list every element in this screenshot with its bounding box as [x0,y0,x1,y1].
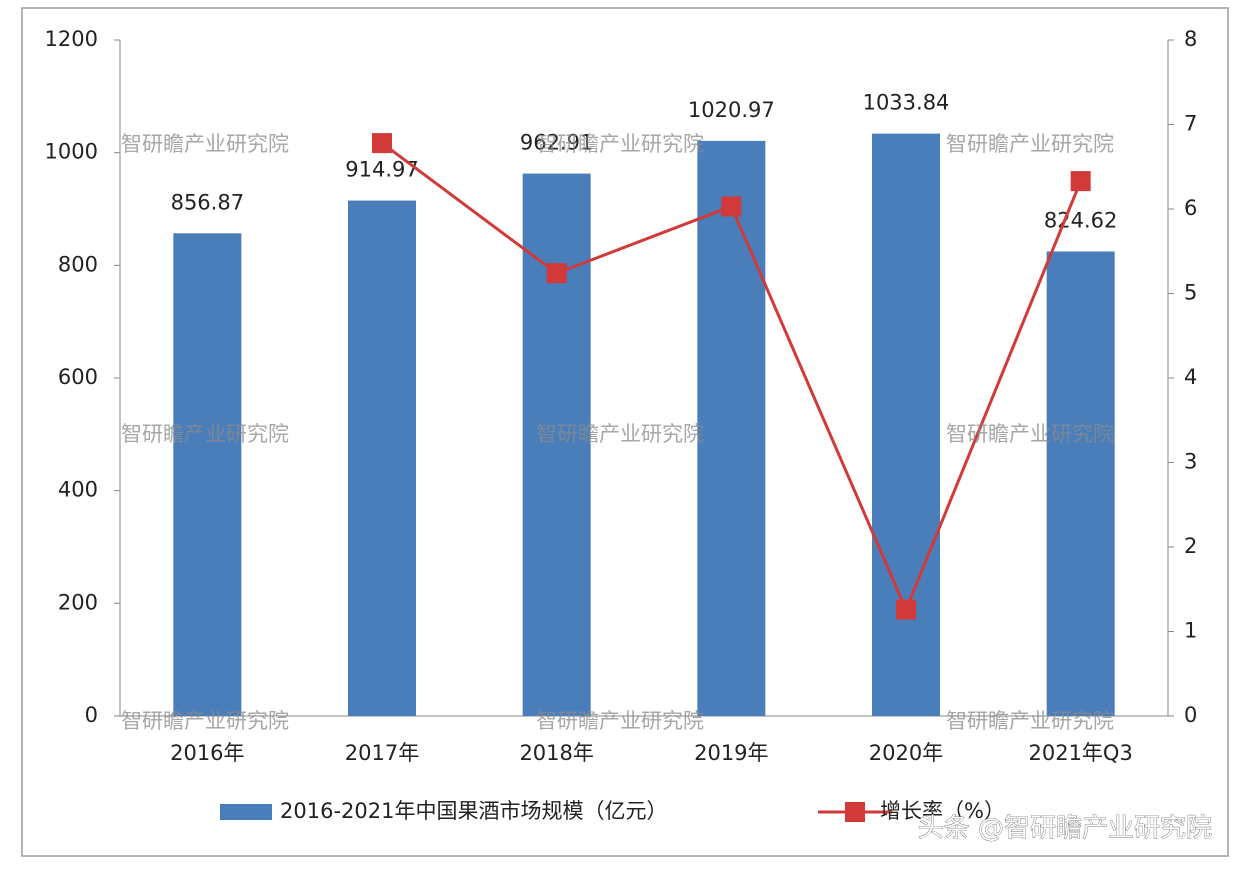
value-label: 962.91 [520,131,593,155]
legend-swatch [845,802,865,822]
watermark: 智研瞻产业研究院 [121,709,289,733]
value-label: 856.87 [171,190,244,214]
line-marker [546,263,567,284]
y-tick-label: 1000 [45,140,98,164]
bar [1046,251,1115,717]
value-label: 824.62 [1044,208,1117,232]
watermark: 智研瞻产业研究院 [536,709,704,733]
legend-label: 2016-2021年中国果酒市场规模（亿元） [280,799,667,823]
line-marker [896,599,916,620]
x-tick-label: 2018年 [519,741,593,765]
x-tick-label: 2021年Q3 [1028,741,1132,765]
watermark: 智研瞻产业研究院 [536,422,704,446]
watermark: 智研瞻产业研究院 [946,132,1114,156]
y-tick-label: 600 [58,365,98,389]
bar [348,200,416,716]
y2-tick-label: 8 [1184,27,1197,51]
value-label: 1020.97 [688,98,775,122]
y2-tick-label: 7 [1184,112,1197,136]
footer: 头条 @智研瞻产业研究院 [918,814,1212,844]
y2-tick-label: 1 [1184,619,1197,643]
line-marker [1070,171,1091,192]
watermark: 智研瞻产业研究院 [121,422,289,446]
x-tick-label: 2019年 [694,741,768,765]
line-marker [721,196,742,217]
legend-swatch [220,804,272,820]
y2-tick-label: 3 [1184,450,1197,474]
y2-tick-label: 4 [1184,365,1197,389]
y-tick-label: 0 [85,703,98,727]
value-label: 1033.84 [863,91,950,115]
y2-tick-label: 5 [1184,281,1197,305]
watermark: 智研瞻产业研究院 [946,709,1114,733]
y2-tick-label: 2 [1184,534,1197,558]
y-tick-label: 800 [58,252,98,276]
legend-label: 增长率（%） [880,799,1005,823]
watermark: 智研瞻产业研究院 [536,132,704,156]
chart-frame [21,7,1229,857]
y-tick-label: 200 [58,590,98,614]
x-tick-label: 2017年 [345,741,419,765]
y2-tick-label: 0 [1184,703,1197,727]
y-tick-label: 1200 [45,27,98,51]
bar [872,133,940,717]
watermark: 智研瞻产业研究院 [946,422,1114,446]
y2-tick-label: 6 [1184,196,1197,220]
bar [697,140,766,716]
y-tick-label: 400 [58,478,98,502]
x-tick-label: 2016年 [170,741,244,765]
x-tick-label: 2020年 [869,741,943,765]
line-marker [372,133,392,154]
watermark: 智研瞻产业研究院 [121,132,289,156]
bar [173,233,242,716]
